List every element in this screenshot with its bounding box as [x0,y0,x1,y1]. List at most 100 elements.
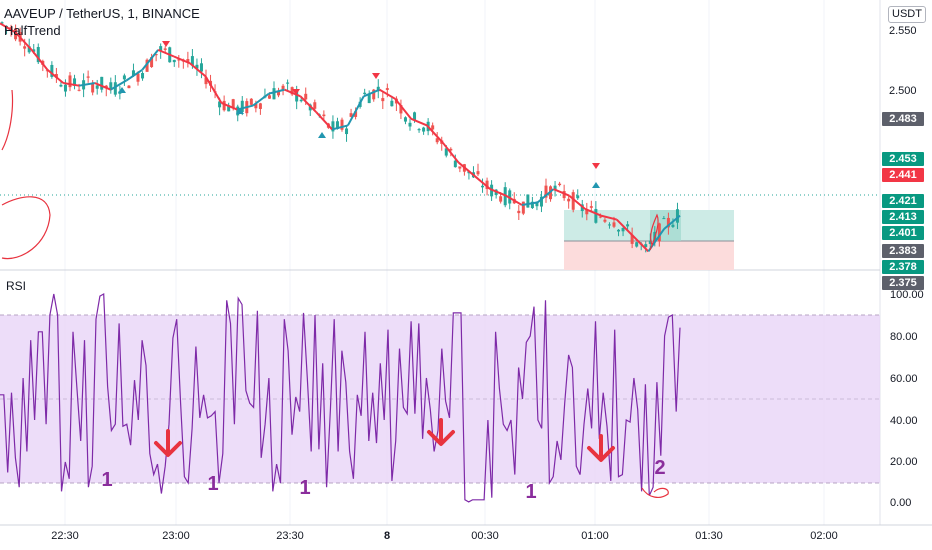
candle-body [431,125,435,130]
rsi-annotation-number: 1 [299,477,310,499]
rsi-annotation-number: 2 [654,457,665,479]
halftrend-segment [94,82,112,91]
sell-signal-icon [292,89,300,95]
candle-body [571,192,575,210]
halftrend-segment [30,49,49,71]
halftrend-segment [347,95,365,126]
candle-body [598,216,602,218]
halftrend-segment [568,194,586,210]
candle-body [666,217,670,228]
candle-body [521,201,525,214]
halftrend-segment [600,214,617,221]
candle-body [567,198,571,202]
rsi-annotation-arrows[interactable] [154,418,615,462]
buy-signal-icon [118,87,126,93]
currency-button[interactable]: USDT [888,6,926,23]
halftrend-segment [537,188,555,204]
candle-body [91,82,95,93]
candle-body [127,85,131,89]
candle-body [354,111,358,117]
candle-body [249,98,253,105]
buy-signal-icon [592,182,600,188]
halftrend-segment [631,234,650,253]
sell-signal-icon [372,73,380,79]
drawing-arc-upper[interactable] [1,89,14,151]
candle-body [36,47,40,63]
candle-body [177,59,181,61]
halftrend-segment [363,88,380,98]
halftrend-line [0,22,681,253]
halftrend-segment [125,68,143,82]
halftrend-segment [221,101,238,111]
halftrend-segment [157,48,175,58]
candle-body [322,114,326,117]
drawing-squiggle-entry[interactable] [649,213,659,251]
price-badge: 2.378 [882,260,924,275]
halftrend-segment [473,175,491,190]
halftrend-segment [616,218,634,237]
candle-body [413,112,417,121]
candle-body [236,106,240,116]
candle-body [100,76,104,90]
halftrend-segment [489,188,507,197]
candle-body [662,218,666,220]
price-badge: 2.483 [882,111,924,126]
candle-body [150,57,154,68]
candle-body [458,166,462,169]
candle-body [59,84,63,87]
halftrend-segment [442,142,460,164]
candle-body [290,87,294,95]
candle-body [367,94,371,104]
candle-body [122,75,126,80]
candle-body [621,227,625,232]
time-tick: 23:30 [276,530,304,542]
price-badge: 2.375 [882,276,924,291]
rsi-indicator-label[interactable]: RSI [6,279,27,293]
candle-body [635,242,639,247]
time-tick: 23:00 [162,530,190,542]
sell-signal-icon [162,41,170,47]
symbol-title[interactable]: AAVEUP / TetherUS, 1, BINANCE [4,6,200,21]
arrow-head-icon [154,441,182,457]
candle-body [417,129,421,131]
candle-body [476,171,480,175]
candle-body [345,128,349,135]
price-badge: 2.421 [882,194,924,209]
rsi-tick: 0.00 [890,497,912,509]
candle-body [172,59,176,63]
price-tick: 2.500 [889,85,917,97]
candle-body [258,103,262,109]
candle-body [267,95,271,99]
candle-body [0,22,4,24]
candle-body [295,90,299,102]
candle-body [313,102,317,109]
rsi-tick: 60.00 [890,373,918,385]
candle-body [335,121,339,129]
rsi-annotation-numbers[interactable]: 1 1 1 1 2 [101,457,665,503]
candle-body [186,59,190,63]
halftrend-segment [315,111,333,131]
candle-body [240,100,244,112]
candle-body [644,244,648,248]
drawing-loop-left[interactable] [1,196,51,260]
candle-body [435,138,439,143]
candle-body [340,119,344,130]
halftrend-segment [46,69,64,84]
halftrend-segment [505,194,523,206]
candle-body [231,99,235,108]
rsi-annotation-number: 1 [525,481,536,503]
price-badge: 2.383 [882,244,924,259]
rsi-annotation-number: 1 [101,469,112,491]
candle-body [544,185,548,198]
halftrend-segment [299,95,317,113]
candle-body [195,64,199,69]
indicator-name[interactable]: HalfTrend [4,23,61,38]
position-loss-zone[interactable] [564,241,734,270]
candle-body [449,148,453,151]
price-tick: 2.550 [889,25,917,37]
drawing-squiggle-rsi[interactable] [641,487,669,498]
halftrend-segment [584,208,602,217]
position-profit-zone[interactable] [564,210,734,241]
